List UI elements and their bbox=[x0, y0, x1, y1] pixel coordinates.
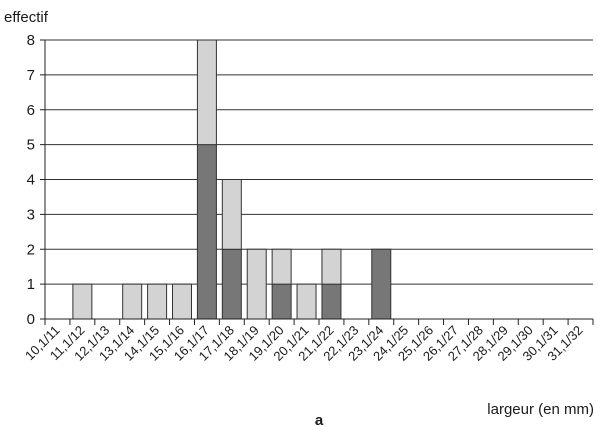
y-tick-label: 2 bbox=[27, 241, 35, 258]
y-tick-label: 7 bbox=[27, 67, 35, 84]
axes bbox=[40, 39, 594, 325]
y-tick-label: 5 bbox=[27, 137, 35, 154]
bar-light-7 bbox=[221, 179, 242, 250]
bar-light-10 bbox=[296, 283, 317, 320]
bar-light-1 bbox=[72, 283, 93, 320]
y-tick-label: 3 bbox=[27, 206, 35, 223]
bar-light-6 bbox=[196, 39, 217, 146]
bar-dark-11 bbox=[321, 283, 342, 320]
bar-light-4 bbox=[147, 283, 168, 320]
bar-light-11 bbox=[321, 248, 342, 285]
bar-light-8 bbox=[246, 248, 267, 320]
bar-light-5 bbox=[172, 283, 192, 320]
y-axis-title: effectif bbox=[4, 9, 49, 26]
bar-dark-9 bbox=[271, 283, 292, 320]
bar-dark-7 bbox=[221, 248, 242, 320]
panel-label: a bbox=[315, 412, 324, 427]
y-tick-label: 8 bbox=[27, 32, 35, 49]
y-tick-label: 0 bbox=[27, 311, 35, 328]
y-tick-label: 6 bbox=[27, 102, 35, 119]
y-tick-label: 4 bbox=[27, 172, 35, 189]
gridlines bbox=[45, 39, 593, 285]
bar-light-9 bbox=[271, 248, 292, 285]
bar-dark-6 bbox=[196, 144, 217, 320]
bar-dark-13 bbox=[371, 248, 392, 320]
y-tick-label: 1 bbox=[27, 276, 35, 293]
x-axis-title: largeur (en mm) bbox=[487, 401, 594, 418]
bar-light-3 bbox=[122, 283, 143, 320]
